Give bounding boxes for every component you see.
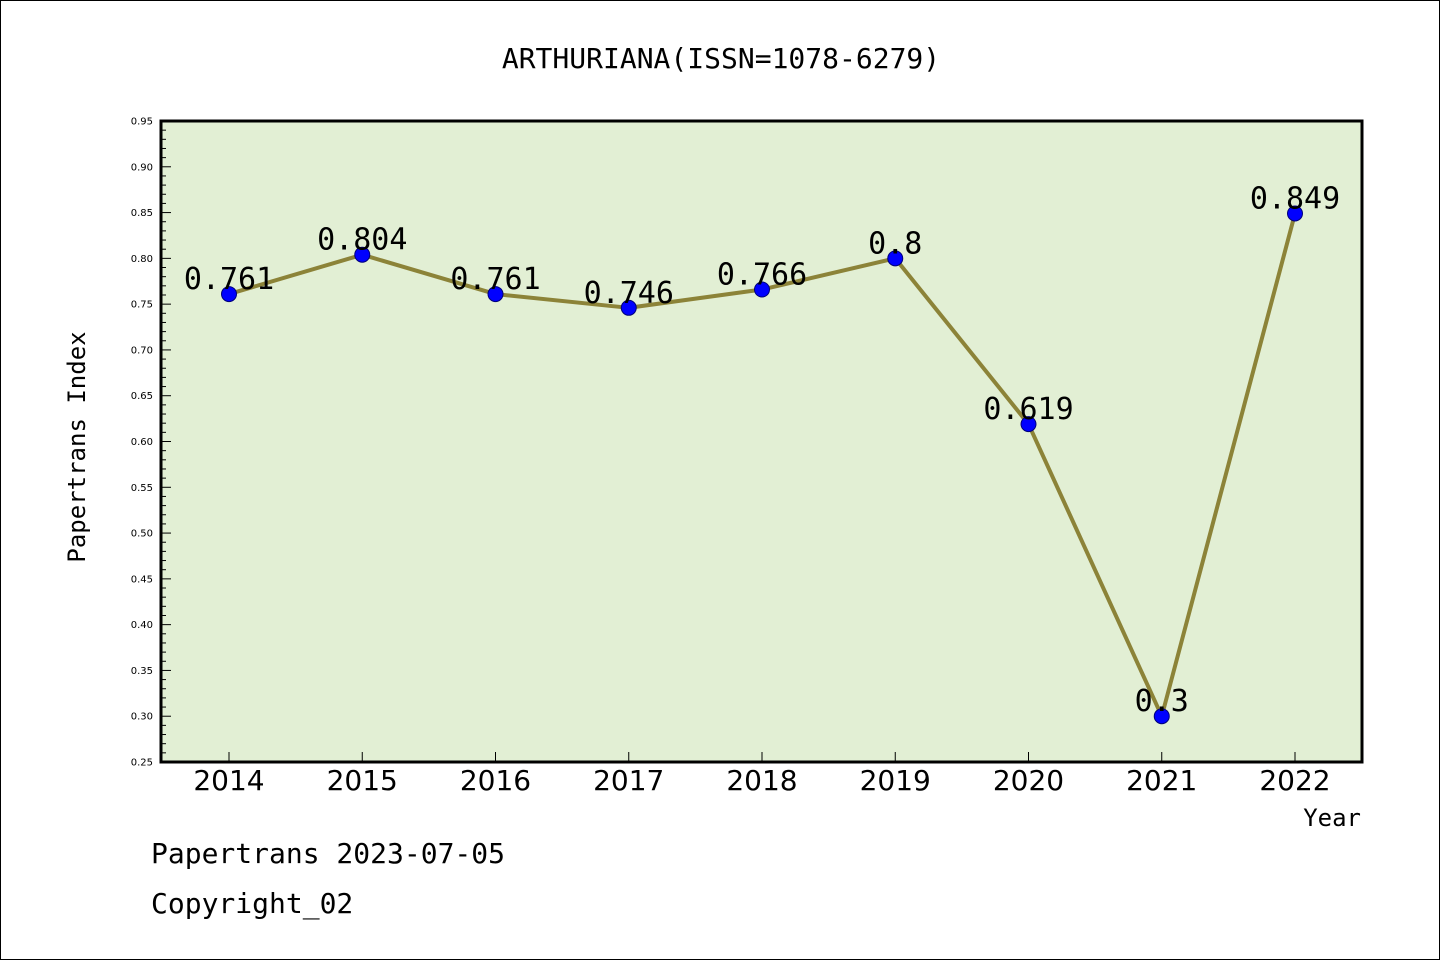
data-label: 0.761 (184, 262, 274, 297)
data-label: 0.761 (450, 262, 540, 297)
chart-title: ARTHURIANA(ISSN=1078-6279) (502, 42, 940, 75)
x-tick-label: 2020 (993, 764, 1064, 797)
y-axis-label: Papertrans Index (63, 331, 91, 562)
y-tick-label: 0.75 (131, 300, 153, 311)
y-tick-label: 0.40 (131, 620, 153, 631)
x-tick-label: 2022 (1259, 764, 1330, 797)
y-tick-label: 0.85 (131, 208, 153, 219)
data-point (887, 250, 904, 267)
y-tick-label: 0.95 (131, 117, 153, 128)
data-point (1020, 416, 1037, 433)
data-label: 0.766 (717, 257, 807, 292)
x-tick-label: 2019 (860, 764, 931, 797)
plot-area (161, 121, 1362, 762)
y-tick-label: 0.65 (131, 391, 153, 402)
y-tick-label: 0.80 (131, 254, 153, 265)
data-point (1287, 205, 1303, 222)
data-markers (221, 205, 1303, 725)
x-tick-label: 2018 (726, 764, 797, 797)
y-tick-label: 0.70 (131, 345, 153, 356)
footer-copyright: Copyright_02 (151, 887, 354, 920)
data-point (221, 286, 237, 303)
data-point (754, 281, 770, 298)
data-label: 0.849 (1250, 181, 1340, 216)
x-tick-label: 2015 (327, 764, 398, 797)
data-point (1153, 708, 1170, 725)
y-axis: 0.25 0.30 0.35 0.40 0.45 0.50 0.55 0.60 0.65 0.70… (131, 117, 171, 769)
data-label: 0.8 (868, 226, 922, 261)
y-tick-label: 0.35 (131, 666, 153, 677)
data-label: 0.804 (317, 223, 407, 258)
data-label: 0.3 (1135, 684, 1189, 719)
y-tick-label: 0.25 (131, 758, 153, 769)
y-tick-label: 0.50 (131, 529, 153, 540)
y-tick-label: 0.55 (131, 483, 153, 494)
y-tick-label: 0.90 (131, 162, 153, 173)
x-axis: 2014 2015 2016 2017 2018 2019 2020 2021 2022 (193, 752, 1331, 797)
y-tick-label: 0.30 (131, 712, 153, 723)
data-label: 0.746 (584, 276, 674, 311)
x-axis-label: Year (1303, 804, 1361, 832)
y-tick-label: 0.45 (131, 574, 153, 585)
plot-border (159, 119, 1364, 764)
x-tick-label: 2017 (593, 764, 664, 797)
x-tick-label: 2021 (1126, 764, 1197, 797)
y-tick-label: 0.60 (131, 437, 153, 448)
data-label: 0.619 (983, 392, 1073, 427)
data-point (354, 246, 371, 263)
data-point (620, 299, 637, 316)
footer-date: Papertrans 2023-07-05 (151, 837, 506, 870)
x-tick-label: 2014 (193, 764, 264, 797)
data-labels: 0.761 0.804 0.761 0.746 0.766 0.8 0.619 0.3 0.84… (184, 181, 1340, 719)
data-point (487, 286, 504, 303)
x-tick-label: 2016 (460, 764, 531, 797)
